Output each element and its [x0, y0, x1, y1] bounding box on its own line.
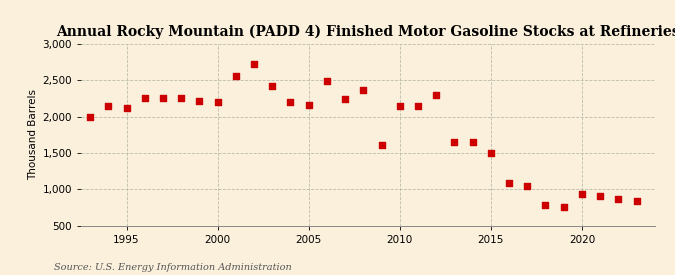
Point [631, 199, 642, 203]
Point [303, 103, 314, 107]
Point [358, 88, 369, 93]
Point [176, 96, 186, 101]
Point [376, 143, 387, 147]
Point [157, 95, 168, 100]
Point [394, 104, 405, 109]
Y-axis label: Thousand Barrels: Thousand Barrels [28, 89, 38, 180]
Point [431, 93, 441, 97]
Point [467, 140, 478, 144]
Point [558, 204, 569, 209]
Point [212, 100, 223, 104]
Point [230, 74, 241, 78]
Point [449, 140, 460, 144]
Point [285, 100, 296, 104]
Point [194, 98, 205, 103]
Point [248, 61, 259, 66]
Point [540, 203, 551, 207]
Point [595, 194, 605, 199]
Title: Annual Rocky Mountain (PADD 4) Finished Motor Gasoline Stocks at Refineries: Annual Rocky Mountain (PADD 4) Finished … [56, 24, 675, 39]
Point [576, 191, 587, 196]
Point [84, 114, 95, 119]
Point [139, 95, 150, 100]
Point [504, 180, 514, 185]
Point [121, 106, 132, 110]
Point [340, 97, 350, 101]
Point [485, 151, 496, 155]
Point [412, 103, 423, 108]
Point [613, 196, 624, 201]
Point [522, 183, 533, 188]
Point [103, 103, 113, 108]
Text: Source: U.S. Energy Information Administration: Source: U.S. Energy Information Administ… [54, 263, 292, 272]
Point [321, 79, 332, 83]
Point [267, 84, 277, 88]
